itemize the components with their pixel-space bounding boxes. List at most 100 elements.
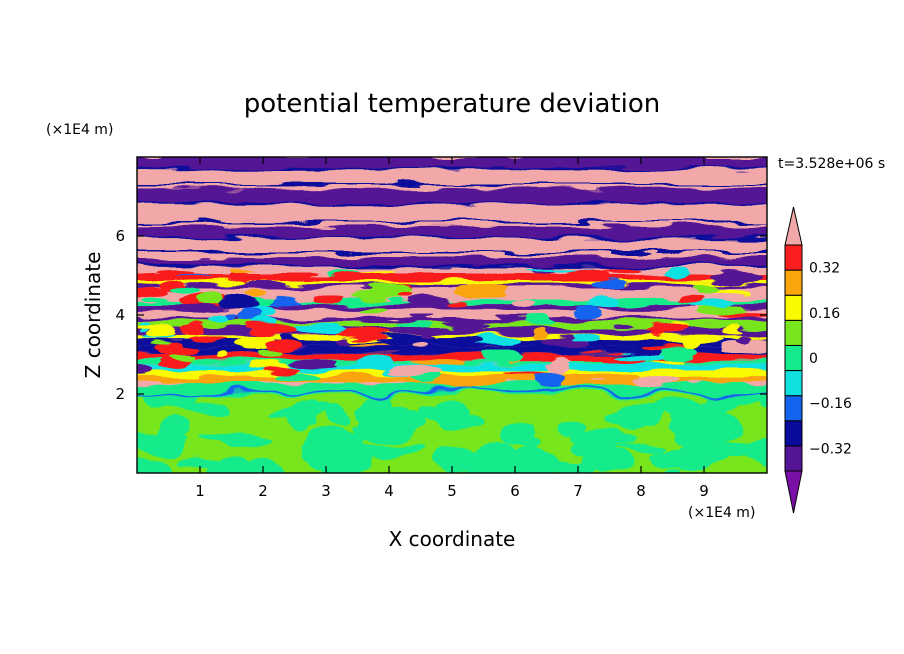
eddy [447, 337, 481, 345]
calm-patch [473, 442, 520, 467]
eddy [467, 335, 523, 346]
y-tick-label: 6 [115, 227, 125, 245]
eddy [169, 286, 198, 294]
eddy [615, 353, 667, 361]
eddy [168, 341, 186, 352]
calm-patch [648, 402, 711, 421]
eddy [337, 337, 353, 345]
colorbar-label: 0.16 [809, 306, 840, 322]
turbulent-band [137, 267, 767, 275]
calm-patch [416, 408, 449, 423]
y-axis-ticks: 2 4 6 [115, 227, 767, 403]
eddy [410, 359, 465, 365]
turbulent-band [137, 370, 767, 376]
colorbar-swatch [784, 445, 803, 472]
turbulent-band [137, 353, 767, 361]
eddy [481, 349, 521, 362]
eddy [716, 312, 767, 318]
field-lower [137, 380, 767, 473]
eddy [408, 343, 427, 351]
eddy [216, 350, 229, 359]
calm-patch [614, 444, 669, 454]
colorbar-swatch [784, 319, 803, 346]
eddy [334, 328, 391, 339]
eddy [512, 299, 536, 307]
band [137, 245, 767, 253]
transition-layer [137, 380, 767, 396]
band [137, 210, 767, 222]
eddy [258, 349, 284, 358]
calm-patch [532, 461, 549, 473]
band-edge [137, 202, 767, 205]
eddy [571, 335, 602, 342]
eddy [550, 355, 569, 366]
colorbar-swatch [784, 370, 803, 397]
eddy [147, 324, 175, 337]
band-edge [137, 251, 767, 254]
eddy [647, 324, 690, 333]
chart-title: potential temperature deviation [244, 89, 660, 119]
eddy [526, 316, 553, 326]
eddy [355, 355, 394, 368]
eddy [632, 373, 679, 384]
calm-patch [575, 428, 635, 447]
eddy [216, 297, 260, 310]
eddy [206, 315, 229, 325]
eddy [535, 329, 549, 340]
y-unit-label: (×1E4 m) [46, 122, 113, 138]
eddy [386, 364, 441, 376]
calm-patch [330, 406, 354, 428]
eddy [190, 336, 229, 342]
calm-patch [217, 436, 269, 447]
calm-patch [379, 403, 410, 417]
eddy [180, 322, 206, 337]
eddy [238, 308, 260, 323]
eddy [408, 294, 449, 308]
turbulent-band [137, 309, 767, 318]
eddy [351, 341, 390, 346]
band-edge [137, 167, 767, 170]
eddy [650, 330, 666, 337]
calm-patch [678, 450, 700, 465]
eddy [593, 280, 626, 288]
eddy [547, 362, 571, 376]
eddy [524, 267, 576, 273]
colorbar-swatch [784, 269, 803, 296]
eddy [651, 359, 687, 364]
eddy [396, 291, 414, 298]
band-edge [137, 220, 767, 223]
turbulent-band [137, 274, 767, 281]
colorbar-bottom-arrow [784, 470, 803, 514]
colorbar-label: −0.16 [809, 396, 852, 412]
calm-patch [701, 399, 736, 410]
turbulent-band [137, 304, 767, 310]
eddy [216, 279, 245, 285]
eddy [236, 337, 276, 350]
turbulent-band [137, 280, 767, 285]
turbulent-band [137, 334, 767, 340]
eddy [232, 280, 288, 288]
colorbar-label: 0.32 [809, 261, 840, 277]
calm-patch [616, 404, 651, 430]
turbulent-band [137, 346, 767, 354]
calm-patch [137, 458, 173, 473]
eddy [279, 303, 334, 308]
band-edge [137, 264, 767, 267]
eddy [167, 301, 215, 311]
turbulent-band [137, 292, 767, 300]
calm-patch [309, 453, 332, 468]
field-upper [137, 157, 767, 387]
eddy [137, 288, 168, 299]
band [137, 176, 767, 185]
colorbar-swatch [784, 344, 803, 372]
eddy [137, 363, 154, 374]
calm-patch [141, 432, 186, 458]
calm-patch [508, 425, 530, 437]
band [137, 257, 767, 266]
eddy [659, 346, 698, 360]
colorbar-swatch [784, 294, 803, 321]
eddy [244, 289, 269, 300]
turbulent-band [137, 363, 767, 371]
colorbar: 0.32 0.16 0 −0.16 −0.32 [784, 206, 852, 514]
